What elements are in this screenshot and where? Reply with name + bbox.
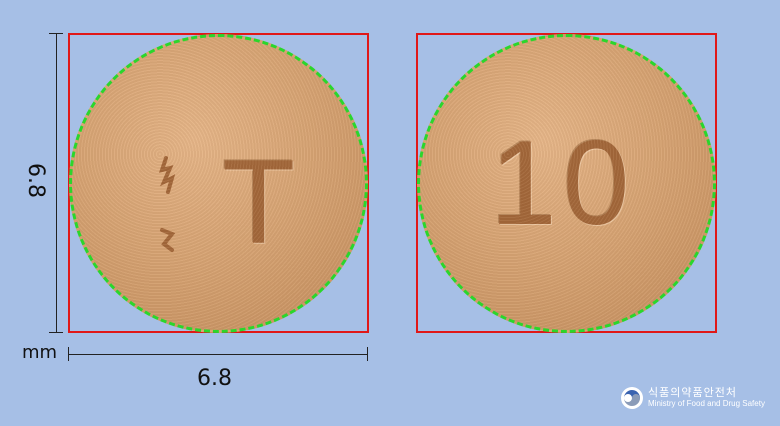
- pill-front: T: [69, 34, 368, 333]
- back-imprint: 10: [490, 123, 635, 243]
- width-label: 6.8: [197, 366, 232, 391]
- height-dimension-line: [56, 33, 57, 333]
- height-dimension-tick-top: [49, 33, 63, 34]
- agency-name-english: Ministry of Food and Drug Safety: [648, 398, 765, 408]
- pill-back-frame: 10: [416, 33, 717, 333]
- logo-mark-icon: [158, 156, 176, 252]
- pill-back: 10: [417, 34, 716, 333]
- height-dimension-tick-bottom: [49, 332, 63, 333]
- height-label: 6.8: [23, 163, 48, 198]
- pill-front-frame: T: [68, 33, 369, 333]
- front-imprint-text: T: [222, 135, 296, 269]
- agency-watermark: 식품의약품안전처 Ministry of Food and Drug Safet…: [620, 386, 765, 410]
- agency-emblem-icon: [621, 387, 643, 409]
- front-imprint: T: [158, 142, 295, 262]
- unit-label: mm: [22, 342, 58, 363]
- agency-name-korean: 식품의약품안전처: [648, 387, 737, 400]
- width-dimension-line: [68, 354, 368, 355]
- back-imprint-text: 10: [490, 116, 636, 250]
- width-dimension-tick-right: [367, 347, 368, 361]
- width-dimension-tick-left: [68, 347, 69, 361]
